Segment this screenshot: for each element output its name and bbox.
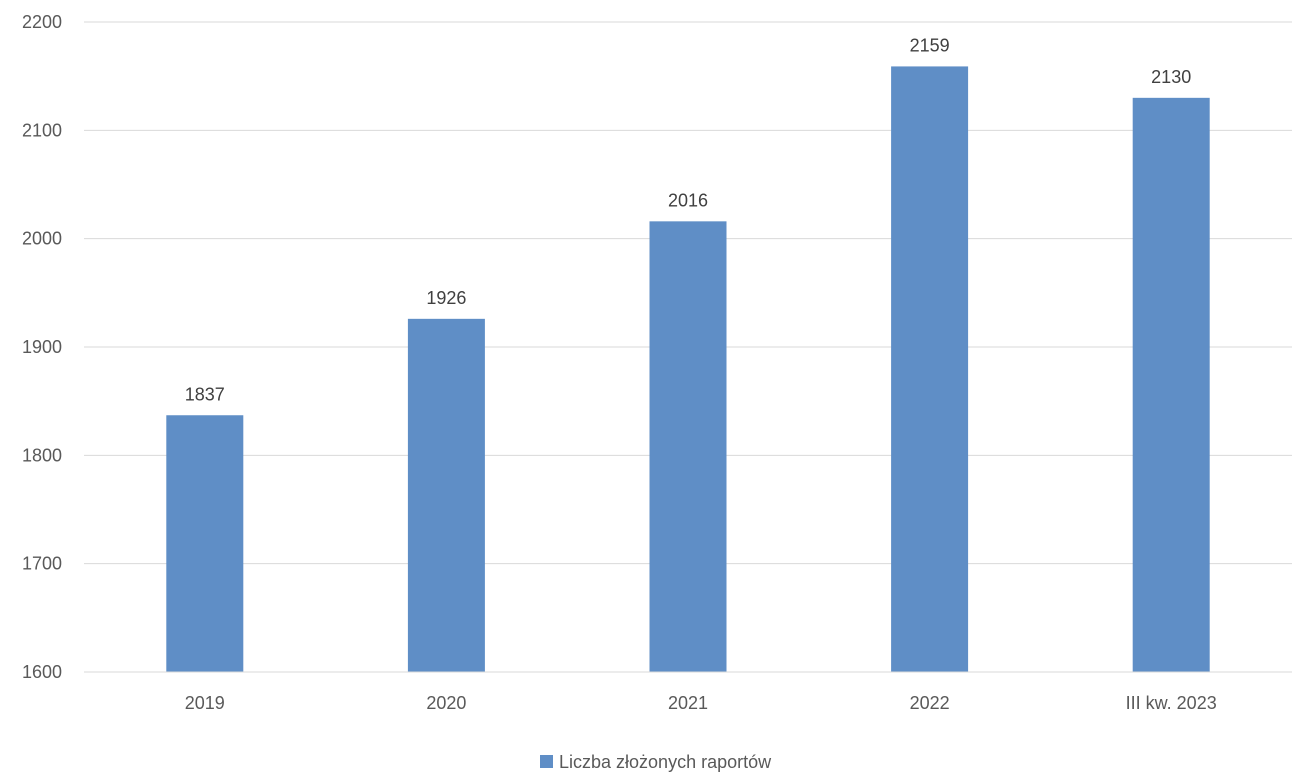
- y-axis: 1600 1700 1800 1900 2000 2100 2200: [22, 12, 62, 682]
- bar-value-label: 1926: [426, 288, 466, 308]
- bars: [166, 66, 1210, 673]
- bar-value-label: 1837: [185, 384, 225, 404]
- legend-label: Liczba złożonych raportów: [559, 752, 772, 772]
- y-tick-label: 1600: [22, 662, 62, 682]
- bar: [1132, 97, 1210, 673]
- bar: [891, 66, 969, 672]
- x-axis: 2019 2020 2021 2022 III kw. 2023: [84, 671, 1292, 713]
- legend-swatch: [540, 755, 553, 768]
- bar-value-label: 2130: [1151, 67, 1191, 87]
- x-tick-label: 2021: [668, 693, 708, 713]
- y-tick-label: 2200: [22, 12, 62, 32]
- y-tick-label: 1900: [22, 337, 62, 357]
- x-tick-label: 2022: [910, 693, 950, 713]
- legend: Liczba złożonych raportów: [540, 752, 772, 772]
- y-tick-label: 2000: [22, 229, 62, 249]
- data-labels: 1837 1926 2016 2159 2130: [185, 35, 1191, 404]
- y-tick-label: 1800: [22, 445, 62, 465]
- bar: [407, 318, 485, 672]
- y-tick-label: 2100: [22, 120, 62, 140]
- x-tick-label: 2019: [185, 693, 225, 713]
- x-tick-label: 2020: [426, 693, 466, 713]
- bar: [649, 221, 727, 673]
- bar-value-label: 2159: [910, 35, 950, 55]
- x-tick-label: III kw. 2023: [1126, 693, 1217, 713]
- bar: [166, 415, 244, 672]
- bar-value-label: 2016: [668, 190, 708, 210]
- y-tick-label: 1700: [22, 554, 62, 574]
